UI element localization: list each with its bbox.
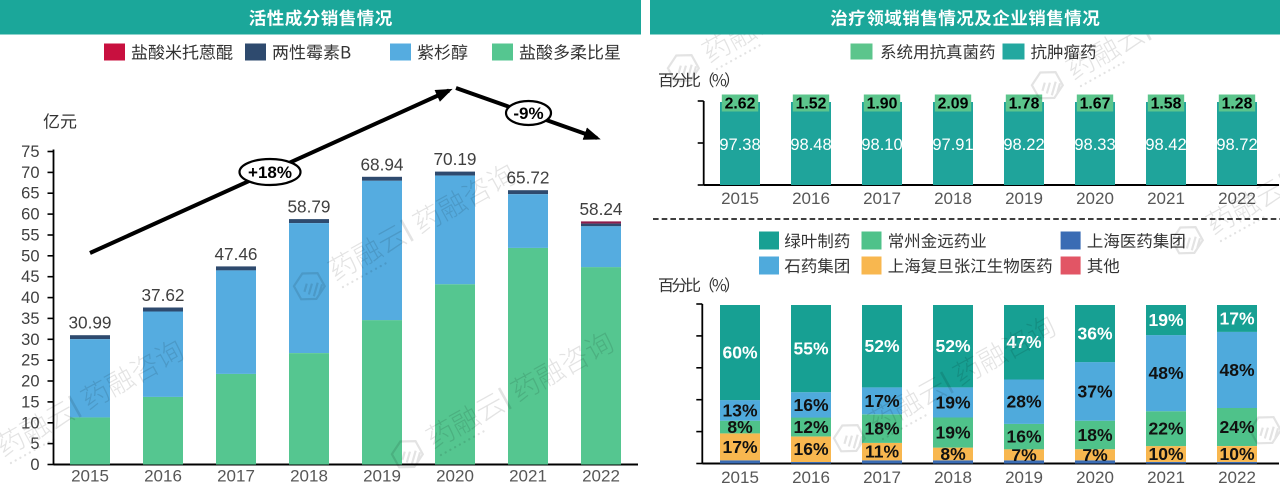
svg-text:2022: 2022 xyxy=(582,466,620,485)
svg-text:2016: 2016 xyxy=(792,468,830,487)
svg-text:2021: 2021 xyxy=(509,466,547,485)
svg-text:2017: 2017 xyxy=(863,189,901,208)
svg-text:2019: 2019 xyxy=(363,466,401,485)
svg-text:16%: 16% xyxy=(793,439,828,459)
svg-text:47%: 47% xyxy=(1006,332,1041,352)
svg-text:22%: 22% xyxy=(1148,419,1183,439)
svg-text:2022: 2022 xyxy=(1218,468,1256,487)
svg-text:2019: 2019 xyxy=(1005,468,1043,487)
svg-text:2021: 2021 xyxy=(1147,468,1185,487)
svg-text:+18%: +18% xyxy=(248,163,292,182)
svg-text:10%: 10% xyxy=(1148,444,1183,464)
svg-text:60%: 60% xyxy=(722,343,757,363)
svg-text:2018: 2018 xyxy=(934,468,972,487)
svg-text:98.42: 98.42 xyxy=(1145,136,1186,154)
svg-text:65: 65 xyxy=(21,185,39,203)
svg-text:19%: 19% xyxy=(935,423,970,443)
svg-text:8%: 8% xyxy=(727,417,753,437)
svg-text:2020: 2020 xyxy=(436,466,474,485)
svg-text:-9%: -9% xyxy=(513,104,543,123)
svg-text:2015: 2015 xyxy=(721,189,759,208)
svg-text:70.19: 70.19 xyxy=(433,149,476,169)
svg-text:2019: 2019 xyxy=(1005,189,1043,208)
svg-text:15: 15 xyxy=(21,393,39,411)
svg-text:58.79: 58.79 xyxy=(287,197,330,217)
svg-text:48%: 48% xyxy=(1148,363,1183,383)
svg-text:37%: 37% xyxy=(1077,381,1112,401)
svg-text:8%: 8% xyxy=(940,444,966,464)
svg-text:55%: 55% xyxy=(793,339,828,359)
svg-text:36%: 36% xyxy=(1077,324,1112,344)
svg-text:2018: 2018 xyxy=(290,466,328,485)
svg-text:2020: 2020 xyxy=(1076,468,1114,487)
svg-text:17%: 17% xyxy=(864,391,899,411)
svg-text:17%: 17% xyxy=(1219,309,1254,329)
svg-text:37.62: 37.62 xyxy=(141,285,184,305)
svg-text:58.24: 58.24 xyxy=(579,199,622,219)
svg-text:19%: 19% xyxy=(935,393,970,413)
svg-text:52%: 52% xyxy=(935,336,970,356)
svg-text:5: 5 xyxy=(30,435,39,453)
svg-text:2018: 2018 xyxy=(934,189,972,208)
svg-text:98.48: 98.48 xyxy=(790,136,831,154)
svg-text:2016: 2016 xyxy=(792,189,830,208)
svg-text:24%: 24% xyxy=(1219,417,1254,437)
svg-text:17%: 17% xyxy=(722,437,757,457)
svg-text:97.38: 97.38 xyxy=(719,136,760,154)
svg-text:2017: 2017 xyxy=(217,466,255,485)
svg-text:28%: 28% xyxy=(1006,392,1041,412)
svg-text:7%: 7% xyxy=(1011,445,1037,465)
svg-text:16%: 16% xyxy=(793,395,828,415)
svg-text:2.62: 2.62 xyxy=(725,96,756,113)
svg-text:75: 75 xyxy=(21,143,39,161)
svg-text:55: 55 xyxy=(21,227,39,245)
svg-text:68.94: 68.94 xyxy=(360,154,403,174)
svg-text:19%: 19% xyxy=(1148,310,1183,330)
svg-text:30.99: 30.99 xyxy=(68,313,111,333)
svg-text:25: 25 xyxy=(21,352,39,370)
svg-text:18%: 18% xyxy=(1077,425,1112,445)
svg-text:1.90: 1.90 xyxy=(867,96,898,113)
svg-text:98.33: 98.33 xyxy=(1074,136,1115,154)
svg-text:1.58: 1.58 xyxy=(1151,96,1182,113)
svg-text:2015: 2015 xyxy=(721,468,759,487)
svg-text:2.09: 2.09 xyxy=(938,96,969,113)
svg-text:47.46: 47.46 xyxy=(214,244,257,264)
svg-text:10%: 10% xyxy=(1219,444,1254,464)
svg-text:12%: 12% xyxy=(793,417,828,437)
svg-text:7%: 7% xyxy=(1082,445,1108,465)
svg-text:20: 20 xyxy=(21,373,39,391)
svg-text:40: 40 xyxy=(21,289,39,307)
svg-text:2017: 2017 xyxy=(863,468,901,487)
svg-text:0: 0 xyxy=(30,456,39,474)
svg-text:65.72: 65.72 xyxy=(506,168,549,188)
svg-text:97.91: 97.91 xyxy=(932,136,973,154)
svg-text:11%: 11% xyxy=(865,442,899,462)
svg-text:2016: 2016 xyxy=(144,466,182,485)
svg-text:48%: 48% xyxy=(1219,360,1254,380)
svg-text:1.28: 1.28 xyxy=(1222,96,1253,113)
svg-text:98.10: 98.10 xyxy=(861,136,902,154)
svg-text:13%: 13% xyxy=(722,400,757,420)
svg-text:50: 50 xyxy=(21,247,39,265)
svg-text:1.78: 1.78 xyxy=(1009,96,1040,113)
svg-text:1.52: 1.52 xyxy=(796,96,827,113)
svg-text:35: 35 xyxy=(21,310,39,328)
svg-text:2020: 2020 xyxy=(1076,189,1114,208)
svg-text:98.72: 98.72 xyxy=(1216,136,1257,154)
svg-text:30: 30 xyxy=(21,331,39,349)
svg-text:2015: 2015 xyxy=(71,466,109,485)
svg-text:70: 70 xyxy=(21,164,39,182)
svg-text:45: 45 xyxy=(21,268,39,286)
svg-text:52%: 52% xyxy=(864,336,899,356)
svg-text:16%: 16% xyxy=(1006,427,1041,447)
svg-text:98.22: 98.22 xyxy=(1003,136,1044,154)
svg-text:1.67: 1.67 xyxy=(1080,96,1111,113)
svg-text:2021: 2021 xyxy=(1147,189,1185,208)
svg-text:60: 60 xyxy=(21,206,39,224)
